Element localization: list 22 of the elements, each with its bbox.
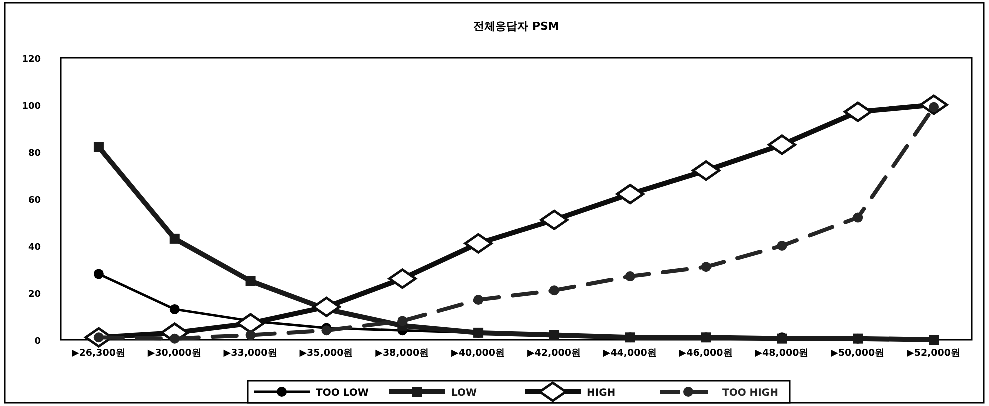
y-tick-label: 120 (22, 55, 41, 65)
x-tick-label: ▶48,000원 (755, 348, 810, 359)
x-tick-label: ▶35,000원 (300, 348, 354, 359)
y-tick-label: 100 (22, 102, 41, 112)
x-tick-label: ▶42,000원 (527, 348, 582, 359)
x-tick-label: ▶50,000원 (831, 348, 886, 359)
x-tick-label: ▶52,000원 (907, 348, 962, 359)
y-tick-label: 60 (28, 196, 41, 206)
legend: TOO LOW LOW HIGH TOO HIGH (247, 380, 791, 404)
y-tick-label: 20 (28, 290, 41, 300)
x-tick-label: ▶38,000원 (376, 348, 430, 359)
y-tick-label: 40 (28, 243, 41, 253)
x-tick-label: ▶26,300원 (72, 348, 126, 359)
x-tick-label: ▶44,000원 (603, 348, 658, 359)
legend-label: HIGH (587, 388, 616, 399)
y-tick-label: 80 (28, 149, 41, 159)
x-tick-label: ▶30,000원 (148, 348, 202, 359)
x-tick-label: ▶40,000원 (452, 348, 506, 359)
x-tick-label: ▶46,000원 (679, 348, 734, 359)
y-tick-label: 0 (34, 337, 41, 347)
chart-title: 전체응답자 PSM (474, 20, 560, 33)
x-tick-label: ▶33,000원 (224, 348, 278, 359)
